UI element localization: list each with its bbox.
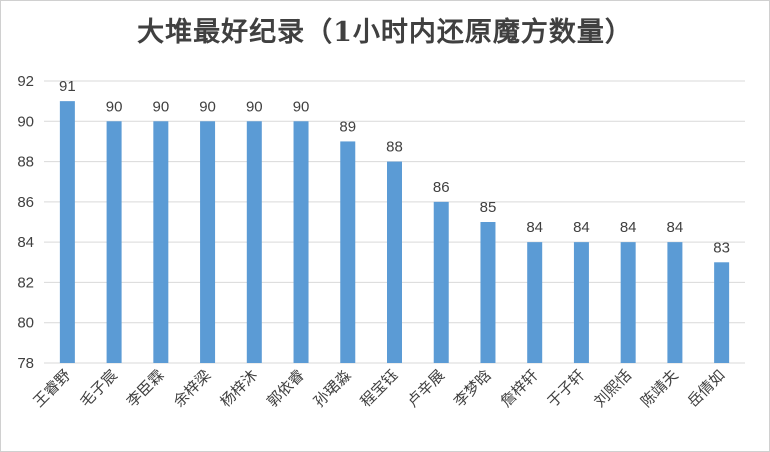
category-label: 王睿野 xyxy=(30,366,75,411)
bar xyxy=(667,242,683,363)
data-label: 90 xyxy=(293,98,310,115)
data-label: 90 xyxy=(106,98,123,115)
data-label: 91 xyxy=(59,78,76,95)
y-tick-label: 88 xyxy=(17,154,34,171)
bars xyxy=(59,101,730,364)
data-label: 88 xyxy=(386,139,403,156)
bar xyxy=(433,201,449,363)
bar xyxy=(106,121,122,364)
bar xyxy=(59,101,75,364)
category-label: 毛子宸 xyxy=(76,366,121,411)
chart-title: 大堆最好纪录（1小时内还原魔方数量） xyxy=(137,17,633,48)
bar xyxy=(200,121,216,364)
category-labels: 王睿野 毛子宸 李臣霖 余梓梁 杨梓沐 郭依睿 孙珺淼 程宝钰 卢辛展 李梦晗 詹梓轩 于子轩 刘熙恬陈… xyxy=(30,366,729,411)
y-tick-label: 86 xyxy=(17,194,34,211)
category-label: 郭依睿 xyxy=(263,366,308,411)
bar xyxy=(480,222,496,363)
category-label: 李梦晗 xyxy=(450,366,495,411)
category-label: 孙珺淼 xyxy=(310,366,355,411)
y-tick-label: 90 xyxy=(17,113,34,130)
data-label: 90 xyxy=(199,98,216,115)
data-label: 90 xyxy=(152,98,169,115)
bar xyxy=(387,161,402,363)
y-tick-label: 82 xyxy=(17,274,34,291)
bar xyxy=(153,121,169,364)
y-tick-label: 84 xyxy=(17,234,34,251)
category-label: 杨梓沐 xyxy=(217,366,262,411)
bar xyxy=(340,141,356,363)
category-label: 李臣霖 xyxy=(123,366,168,411)
bar xyxy=(293,121,309,364)
y-tick-label: 80 xyxy=(17,315,34,332)
category-label: 于子轩 xyxy=(544,366,589,411)
data-labels: 91 90 90 90 90 90 89 88 86 85 84 84 84 84 83 xyxy=(59,78,730,256)
data-label: 84 xyxy=(667,219,684,236)
bar xyxy=(620,242,636,363)
data-label: 89 xyxy=(339,118,356,135)
category-label: 詹梓轩 xyxy=(497,366,542,411)
y-tick-label: 78 xyxy=(17,355,34,372)
bar xyxy=(527,242,543,363)
data-label: 83 xyxy=(713,239,730,256)
category-label: 余梓梁 xyxy=(170,366,215,411)
y-axis-tick-labels: 78 80 82 84 86 88 90 92 xyxy=(17,73,34,372)
data-label: 85 xyxy=(480,199,497,216)
bar xyxy=(246,121,262,364)
data-label: 84 xyxy=(526,219,543,236)
category-label: 程宝钰 xyxy=(357,366,402,411)
data-label: 86 xyxy=(433,179,450,196)
y-tick-label: 92 xyxy=(17,73,34,90)
category-label: 卢辛展 xyxy=(404,366,449,411)
category-label: 岳倩如 xyxy=(684,366,729,411)
category-label: 刘熙恬 xyxy=(590,366,635,411)
category-label: 陈靖夫 xyxy=(637,366,682,411)
data-label: 84 xyxy=(573,219,590,236)
bar xyxy=(573,242,589,363)
bar xyxy=(714,262,730,363)
data-label: 84 xyxy=(620,219,637,236)
data-label: 90 xyxy=(246,98,263,115)
